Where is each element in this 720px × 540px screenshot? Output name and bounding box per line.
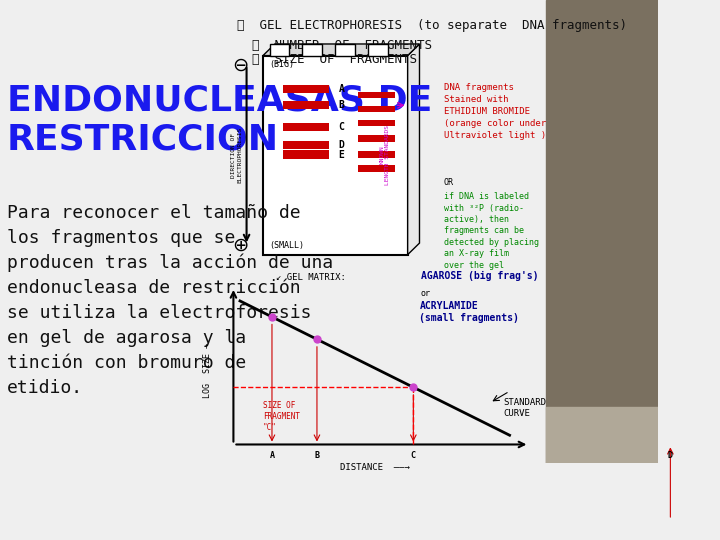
Text: D: D [338, 140, 344, 150]
Bar [283, 85, 329, 93]
Polygon shape [408, 44, 420, 255]
Text: A: A [269, 451, 274, 461]
Text: Para reconocer el tamaño de
los fragmentos que se
producen tras la acción de una: Para reconocer el tamaño de los fragment… [6, 204, 333, 397]
Bar [283, 151, 329, 159]
Text: D: D [668, 451, 673, 461]
Text: ⊖: ⊖ [232, 56, 248, 75]
Text: LOG  SIZE →: LOG SIZE → [202, 343, 212, 398]
Bar [359, 165, 395, 172]
Text: SIZE OF
FRAGMENT
"C": SIZE OF FRAGMENT "C" [263, 401, 300, 433]
Text: ACRYLAMIDE
(small fragments): ACRYLAMIDE (small fragments) [420, 301, 519, 322]
Polygon shape [263, 44, 420, 56]
Bar [359, 106, 395, 112]
Text: ⓑ  SIZE  OF  FRAGMENTS: ⓑ SIZE OF FRAGMENTS [237, 53, 417, 66]
Bar [359, 136, 395, 142]
Bar [546, 0, 657, 463]
Text: A: A [338, 84, 344, 94]
Text: DNA fragments
Stained with
ETHIDIUM BROMIDE
(orange color under
Ultraviolet ligh: DNA fragments Stained with ETHIDIUM BROM… [444, 83, 546, 139]
Text: ⓐ  NUMBER  OF  FRAGMENTS: ⓐ NUMBER OF FRAGMENTS [237, 39, 432, 52]
Text: C: C [338, 122, 344, 132]
Text: STANDARD
CURVE: STANDARD CURVE [503, 398, 546, 419]
Bar [283, 140, 329, 149]
Bar [546, 408, 657, 463]
Text: C: C [411, 451, 416, 461]
Bar [263, 56, 408, 255]
Text: OR: OR [444, 178, 454, 187]
Bar [269, 44, 289, 56]
Bar [302, 44, 322, 56]
Bar [359, 92, 395, 98]
Text: ↙ GEL MATRIX:: ↙ GEL MATRIX: [276, 273, 346, 282]
Bar [336, 44, 355, 56]
Text: if DNA is labeled
with ³²P (radio-
active), then
fragments can be
detected by pl: if DNA is labeled with ³²P (radio- activ… [444, 192, 539, 270]
Text: ⊕: ⊕ [232, 235, 248, 255]
Text: ①  GEL ELECTROPHORESIS  (to separate  DNA fragments): ① GEL ELECTROPHORESIS (to separate DNA f… [237, 18, 626, 31]
Text: B: B [315, 451, 320, 461]
Bar [283, 100, 329, 109]
Text: DIRECTION OF
ELECTROPHORESIS: DIRECTION OF ELECTROPHORESIS [231, 127, 242, 183]
Text: or: or [420, 289, 431, 299]
Bar [359, 151, 395, 158]
Bar [359, 119, 395, 126]
Text: B: B [338, 100, 344, 110]
Text: AGAROSE (big frag's): AGAROSE (big frag's) [420, 271, 539, 281]
Text: E: E [338, 150, 344, 160]
Text: (BIG): (BIG) [269, 60, 294, 69]
Text: (SMALL): (SMALL) [269, 241, 305, 250]
Bar [283, 123, 329, 131]
Bar [368, 44, 388, 56]
Text: ENDONUCLEASAS DE
RESTRICCION: ENDONUCLEASAS DE RESTRICCION [6, 83, 432, 157]
Text: KNOWN
LENGTH STANDARDS: KNOWN LENGTH STANDARDS [379, 125, 390, 185]
Text: DISTANCE  ——→: DISTANCE ——→ [340, 463, 410, 472]
